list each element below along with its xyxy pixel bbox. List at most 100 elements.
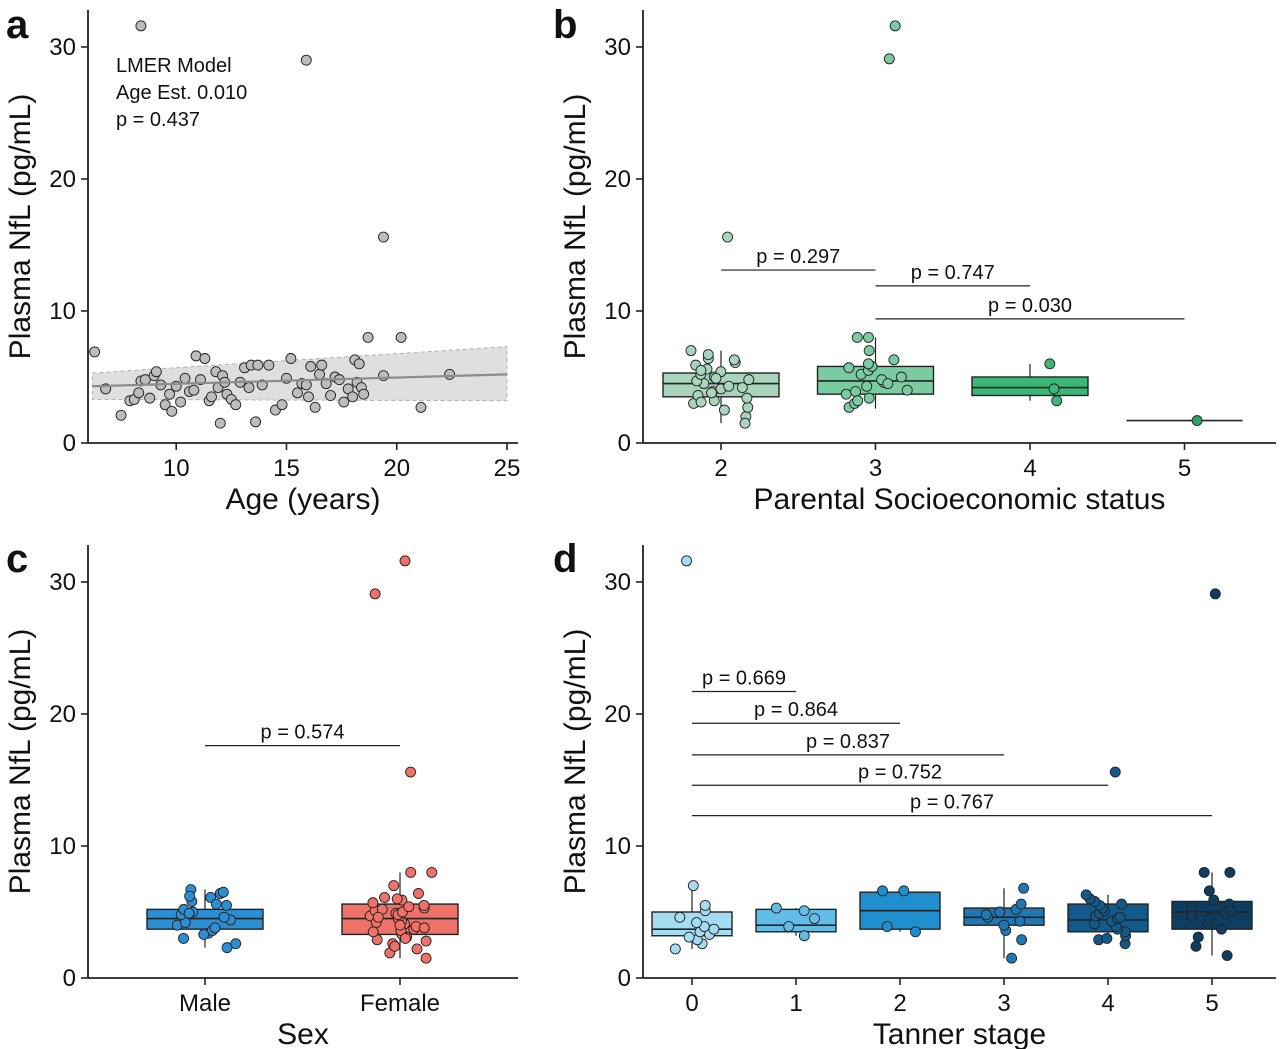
data-point [706,387,717,399]
data-point [1224,866,1236,878]
data-point [305,360,317,372]
data-point [1224,905,1236,917]
data-point [1186,910,1198,922]
panel-letter: d [553,537,577,581]
data-point [877,885,888,897]
p-value-label: p = 0.752 [858,761,942,783]
panel-a-age-scatter: 0 10 20 30 Plasma NfL (pg/mL) Age (years) a 10 1… [4,3,520,516]
data-point [367,926,379,938]
data-point [178,932,189,944]
y-tick-label: 30 [604,569,631,596]
panel-letter: b [553,3,577,47]
data-point [798,930,810,942]
y-tick-label: 10 [49,298,76,325]
y-tick-label: 20 [604,166,631,193]
data-point [263,359,275,371]
data-point [252,359,264,371]
data-point [243,382,255,394]
y-tick-label: 10 [604,833,631,860]
panel-b-ses-boxplot: 0 10 20 30 Plasma NfL (pg/mL) Parental Socioe… [553,3,1276,516]
x-axis-title: Parental Socioeconomic status [754,483,1166,516]
data-point [399,932,411,944]
p-value-label: p = 0.030 [988,295,1072,317]
data-point [901,384,913,396]
data-point [862,358,874,370]
data-point [695,396,707,408]
data-point [743,374,755,386]
panel-letter: a [6,3,29,47]
model-annotation-line: p = 0.437 [116,109,200,131]
panel-d-tanner-boxplot: 0 10 20 30 Plasma NfL (pg/mL) Tanner stage d 0 1… [553,537,1276,1049]
data-point [309,401,321,413]
data-point [303,391,314,403]
data-point [889,20,901,32]
data-point [1203,885,1215,897]
x-tick-label: 5 [1205,990,1218,1017]
data-point [1015,898,1027,910]
p-value-label: p = 0.297 [756,246,840,268]
data-point [210,898,222,910]
p-value-label: p = 0.837 [806,731,890,753]
data-point [250,416,262,428]
x-tick-label: 10 [163,455,190,482]
data-point [230,938,242,950]
data-point [115,409,127,421]
data-point [883,53,895,65]
data-point [881,921,893,932]
data-point [1018,882,1030,894]
x-tick-label: 25 [494,455,521,482]
x-tick-label: Male [179,990,231,1017]
data-point [394,919,406,931]
y-tick-label: 0 [618,430,631,457]
data-point [843,362,855,374]
data-point [184,890,196,902]
data-point [405,866,417,878]
x-tick-label: 2 [893,990,906,1017]
data-point [391,893,403,905]
data-point [1192,931,1204,943]
data-point [369,588,381,600]
data-point [175,396,187,408]
data-point [861,380,873,392]
data-point [687,880,699,892]
data-point [199,353,211,364]
data-point [413,888,424,899]
data-point [198,928,210,940]
data-point [150,366,162,378]
data-point [358,388,370,400]
data-point [998,919,1010,931]
data-point [362,331,374,343]
data-point [840,388,852,400]
data-point [723,380,735,392]
data-point [683,931,695,943]
data-point [276,399,288,411]
box-iqr [971,376,1089,397]
y-tick-label: 20 [604,701,631,728]
data-point [1014,915,1026,927]
data-point [1114,911,1126,923]
y-tick-label: 10 [49,833,76,860]
data-point [415,401,427,413]
data-point [218,911,230,923]
panel-c-sex-boxplot: 0 10 20 30 Plasma NfL (pg/mL) Sex c Male Female p… [4,537,518,1049]
data-point [718,404,730,416]
data-point [770,902,782,914]
data-point [708,923,720,935]
data-point [166,405,178,417]
data-point [285,353,297,364]
data-point [405,766,417,778]
x-axis-title: Age (years) [225,483,380,516]
data-point [399,555,411,567]
p-value-label: p = 0.767 [910,792,994,814]
panel-letter: c [6,537,28,581]
data-point [1044,358,1056,370]
data-point [1116,898,1127,910]
data-point [230,399,242,411]
data-point [418,922,430,934]
data-point [292,387,303,399]
data-point [1190,940,1202,952]
x-axis-title: Tanner stage [873,1018,1046,1049]
data-point [851,331,863,343]
data-point [372,911,384,923]
